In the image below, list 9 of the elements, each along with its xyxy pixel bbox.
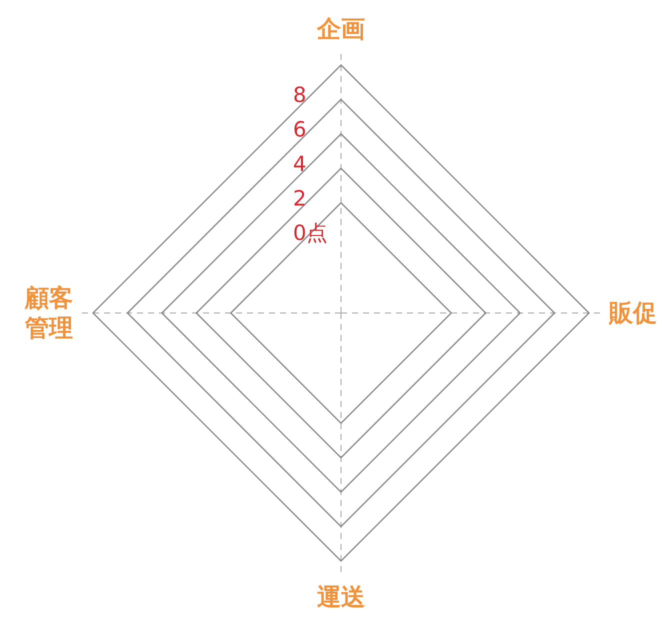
y-tick-label: 6 <box>293 117 306 142</box>
y-tick-label: 0点 <box>293 220 328 245</box>
y-tick-label: 8 <box>293 83 306 107</box>
spoke-label: 顧客管理 <box>24 284 73 342</box>
spoke-label: 企画 <box>316 15 365 43</box>
y-tick-label: 4 <box>293 152 306 176</box>
y-tick-label: 2 <box>293 186 306 210</box>
spoke-label: 販促 <box>608 299 657 327</box>
spoke-label: 運送 <box>317 583 365 611</box>
